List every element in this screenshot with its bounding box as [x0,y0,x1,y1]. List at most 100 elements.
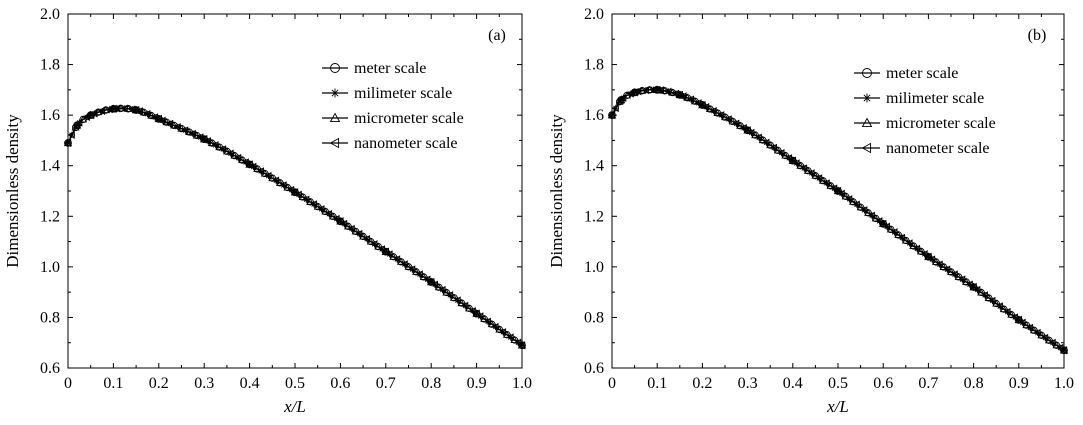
data-point [143,109,151,118]
y-tick-label: 0.8 [584,309,604,326]
data-point [472,309,480,318]
data-point [634,87,642,96]
series-line [611,89,1065,351]
data-point [1010,313,1019,322]
data-point [815,174,823,183]
data-point [762,138,770,147]
x-tick-label: 0.1 [103,375,123,392]
data-point [113,104,121,113]
data-point [664,87,672,96]
data-point [287,185,295,194]
legend-label: micrometer scale [886,115,996,132]
data-point [105,105,113,114]
data-point [75,118,83,127]
data-point [924,252,932,261]
data-point [211,141,219,150]
data-point [234,153,242,162]
data-point [630,88,638,97]
data-point [675,90,683,100]
data-point [461,301,469,310]
data-point [468,307,476,315]
y-tick-label: 1.8 [40,57,60,74]
y-tick-label: 0.6 [584,360,604,377]
data-point [739,124,747,132]
legend-marker-d2 [863,94,871,102]
data-point [754,133,762,142]
data-point [271,176,280,185]
x-tick-label: 0.5 [828,375,848,392]
data-point [381,247,389,256]
data-point [362,235,370,243]
data-point [943,265,951,274]
data-point [514,338,522,347]
data-point [86,110,94,120]
panel-label: (a) [488,27,506,44]
x-tick-label: 0 [64,375,72,392]
y-tick-label: 1.4 [40,158,60,175]
data-point [317,205,325,214]
data-point [131,105,140,115]
legend-marker [329,112,341,123]
data-point [408,265,416,274]
y-tick-label: 2.0 [40,6,60,23]
data-point [196,133,204,142]
data-point [950,270,958,279]
x-tick-label: 0.5 [285,375,305,392]
y-tick-label: 1.6 [40,107,60,124]
x-tick-label: 0.4 [783,375,803,392]
data-point [377,245,386,254]
data-point [279,181,287,190]
data-point [973,285,981,294]
series-star [608,86,1068,354]
legend-marker [330,63,340,73]
series-line [611,89,1065,351]
data-point [732,119,740,128]
data-point [965,280,973,289]
legend-marker [862,93,872,103]
data-point [1041,333,1049,342]
data-point [860,206,868,215]
data-point [218,145,227,154]
x-tick-label: 0.3 [194,375,214,392]
legend-label: micrometer scale [354,110,464,127]
x-tick-label: 0.9 [467,375,487,392]
panel-b: 0 0.1 0.2 0.3 0.4 0.5 0.6 0.7 0.8 0.9 1.0 0.6 0.8 1.0… [547,6,1074,416]
x-tick-label: 1.0 [1054,375,1074,392]
data-point [649,85,657,94]
data-point [969,282,977,292]
data-point [1059,345,1069,354]
data-point [833,186,842,196]
data-point [264,171,272,180]
data-point [290,188,299,197]
data-point [743,126,751,135]
data-point [188,129,196,138]
data-point [181,126,189,135]
data-point [709,107,717,115]
legend-label: milimeter scale [354,85,452,102]
data-point [158,116,166,125]
data-point [476,312,484,321]
data-point [1003,307,1011,316]
data-point [203,137,211,146]
data-point [980,291,988,300]
data-point [792,159,800,168]
data-point [607,110,617,119]
data-point [830,184,838,193]
legend-marker [862,68,872,78]
legend-label: nanometer scale [354,135,458,152]
data-point [897,233,906,242]
y-axis-title: Dimensionless density [547,114,566,268]
data-point [702,103,710,111]
data-point [355,229,363,238]
x-tick-label: 0.7 [918,375,938,392]
data-point [415,270,423,279]
y-tick-label: 1.2 [584,208,604,225]
data-point [97,107,106,115]
data-point [498,328,507,337]
y-tick-label: 0.6 [40,360,60,377]
y-tick-label: 1.0 [40,259,60,276]
y-tick-label: 0.8 [40,309,60,326]
series-line [611,89,1065,351]
data-point [430,280,438,289]
legend: meter scale milimeter scale micrometer sca… [854,65,996,157]
